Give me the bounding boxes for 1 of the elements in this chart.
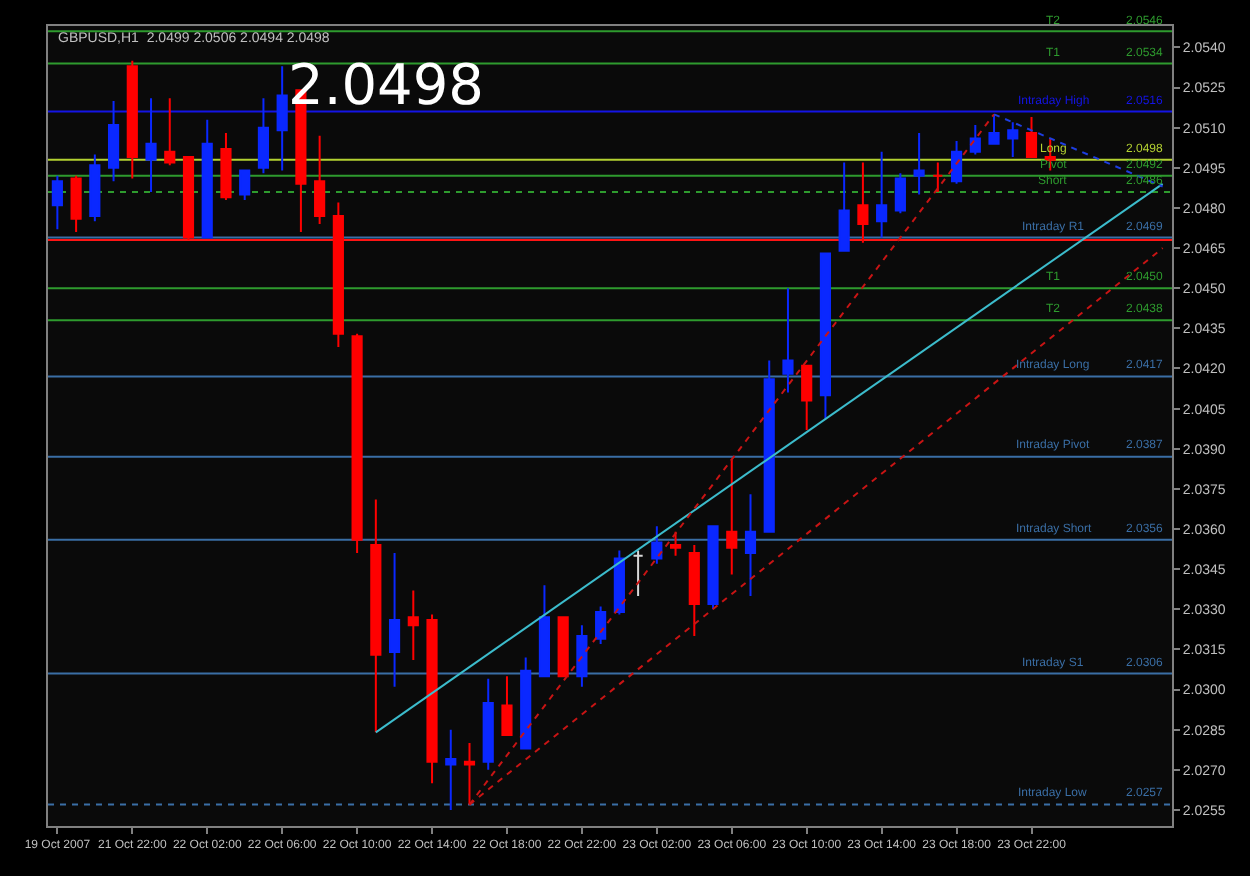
text: 2.0498 (288, 52, 484, 118)
